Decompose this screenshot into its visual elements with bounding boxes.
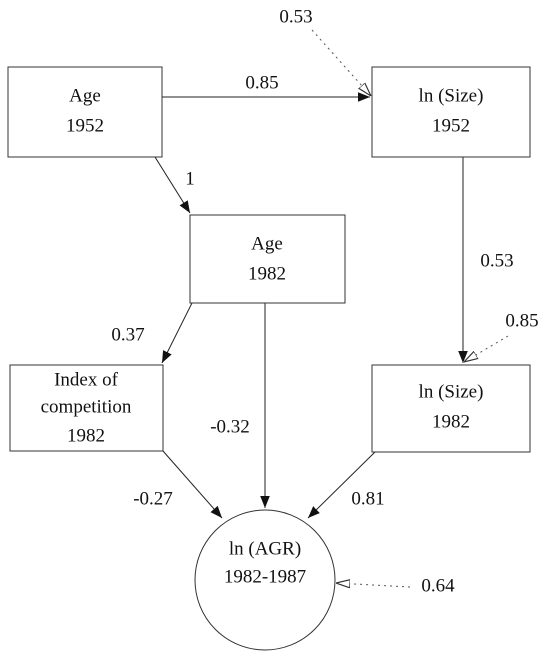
edge-label: 0.37	[111, 324, 144, 345]
edge-label: 0.53	[480, 250, 513, 271]
node-label: 1982-1987	[224, 566, 306, 587]
edge-label: 1	[185, 168, 195, 189]
node-label: 1982	[67, 425, 105, 446]
arrow	[307, 451, 376, 519]
node-box	[371, 66, 531, 158]
node-label: Age	[251, 233, 283, 254]
node-label: ln (Size)	[419, 381, 484, 402]
edge-label: -0.27	[133, 488, 173, 509]
edge-label: 0.81	[351, 488, 384, 509]
error-arrow	[311, 29, 371, 96]
node-box	[7, 66, 163, 158]
error-label: 0.85	[505, 310, 538, 331]
arrow	[162, 450, 223, 519]
node-box	[371, 364, 531, 453]
node-circle	[194, 509, 336, 651]
arrow	[161, 302, 193, 364]
node-label: 1952	[66, 115, 104, 136]
node-label: Age	[69, 85, 101, 106]
error-arrow	[464, 335, 509, 362]
node-label: 1952	[432, 115, 470, 136]
arrow	[154, 156, 191, 214]
error-arrow	[336, 583, 411, 587]
error-label: 0.64	[421, 575, 455, 596]
error-label: 0.53	[279, 6, 312, 27]
node-label: Index of	[54, 369, 119, 390]
edge-label: -0.32	[210, 416, 250, 437]
node-label: ln (AGR)	[229, 538, 301, 559]
node-box	[189, 214, 346, 304]
edge-label: 0.85	[245, 72, 278, 93]
node-label: 1982	[432, 411, 470, 432]
node-label: 1982	[248, 263, 286, 284]
node-box	[9, 364, 164, 452]
node-label: competition	[41, 396, 132, 417]
node-label: ln (Size)	[419, 85, 484, 106]
